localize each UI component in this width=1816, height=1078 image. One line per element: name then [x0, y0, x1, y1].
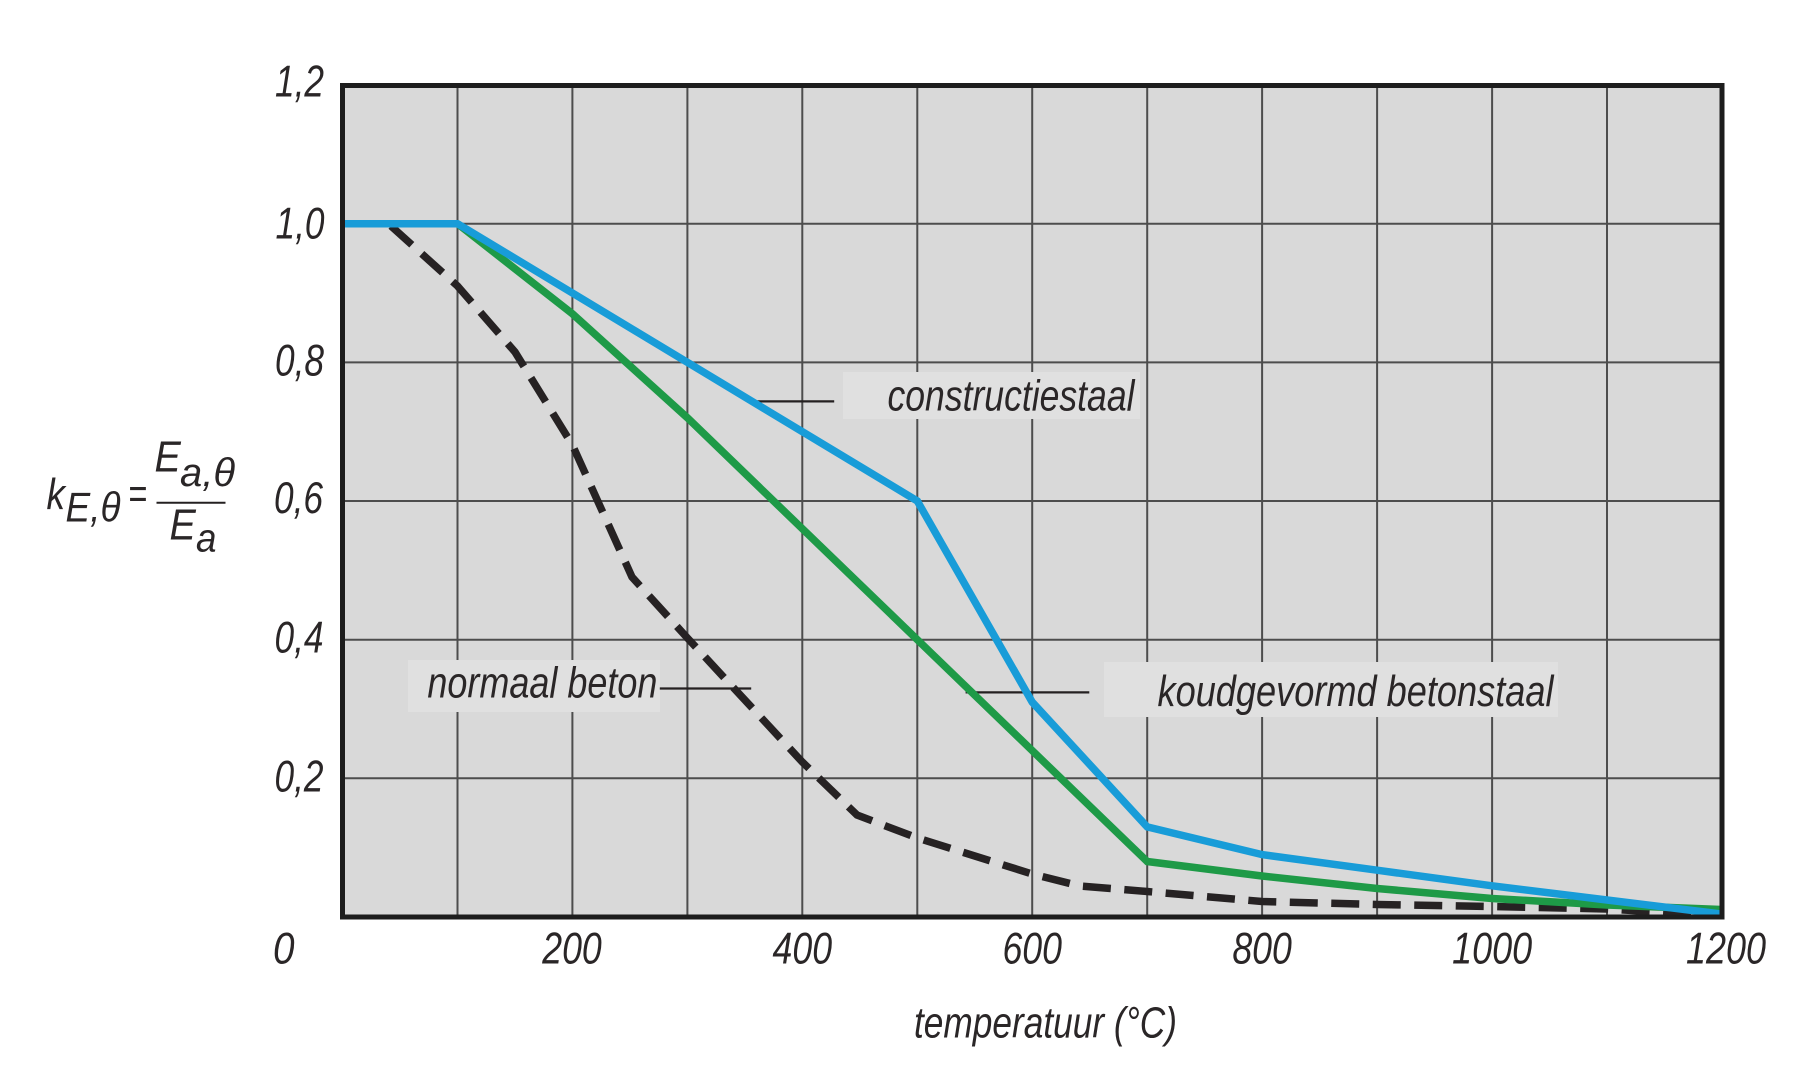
svg-text:1200: 1200: [1686, 924, 1766, 973]
svg-text:600: 600: [1002, 924, 1062, 973]
svg-text:800: 800: [1232, 924, 1292, 973]
svg-text:1,2: 1,2: [275, 58, 324, 107]
svg-text:a,θ: a,θ: [180, 451, 235, 495]
svg-text:0: 0: [273, 924, 295, 973]
svg-text:E: E: [170, 501, 197, 550]
svg-text:temperatuur (°C): temperatuur (°C): [914, 999, 1177, 1048]
svg-text:1000: 1000: [1452, 924, 1532, 973]
svg-text:koudgevormd betonstaal: koudgevormd betonstaal: [1158, 667, 1555, 716]
svg-text:0,2: 0,2: [275, 752, 324, 801]
svg-text:400: 400: [773, 924, 833, 973]
svg-text:a: a: [196, 517, 217, 561]
svg-text:0,4: 0,4: [275, 614, 324, 663]
svg-text:0,6: 0,6: [274, 474, 323, 523]
svg-text:=: =: [128, 470, 147, 519]
svg-text:1,0: 1,0: [276, 200, 325, 249]
svg-text:constructiestaal: constructiestaal: [888, 372, 1136, 421]
svg-text:200: 200: [541, 924, 601, 973]
svg-text:normaal beton: normaal beton: [427, 659, 657, 708]
svg-text:E: E: [155, 433, 182, 482]
svg-text:E,θ: E,θ: [66, 484, 121, 531]
svg-text:0,8: 0,8: [275, 336, 324, 385]
svg-text:k: k: [47, 470, 67, 519]
